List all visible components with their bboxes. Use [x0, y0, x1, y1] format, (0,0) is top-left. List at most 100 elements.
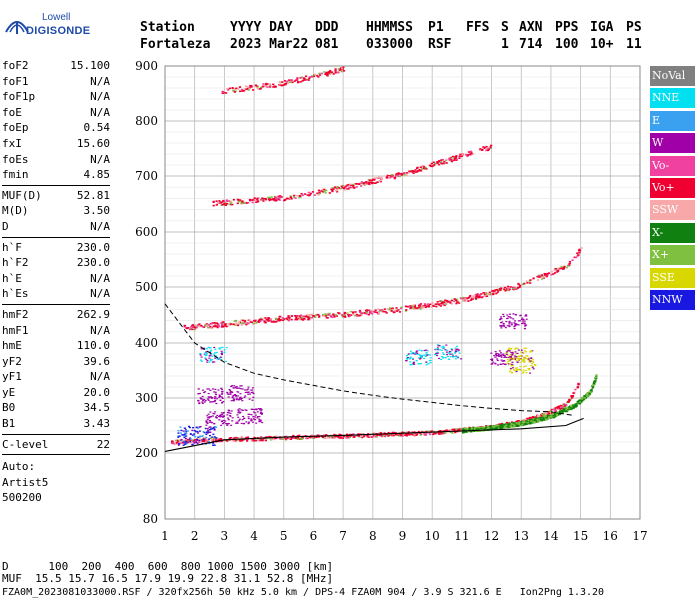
echo-point: [507, 426, 510, 428]
echo-point: [209, 347, 212, 349]
echo-point: [298, 195, 301, 197]
echo-point: [339, 437, 342, 439]
param-name: h`F2: [2, 256, 29, 270]
echo-point: [211, 355, 214, 357]
echo-point: [200, 356, 203, 358]
echo-point: [222, 199, 225, 202]
echo-point: [223, 202, 226, 205]
echo-point: [232, 89, 235, 92]
echo-point: [206, 415, 209, 417]
echo-point: [317, 434, 320, 437]
echo-point: [532, 421, 535, 423]
echo-point: [206, 428, 209, 430]
echo-point: [523, 347, 526, 349]
echo-point: [323, 188, 326, 191]
echo-point: [529, 421, 532, 424]
echo-point: [415, 353, 418, 355]
echo-point: [386, 174, 389, 177]
echo-point: [254, 414, 257, 416]
echo-point: [210, 427, 213, 429]
echo-point: [269, 438, 273, 441]
echo-point: [493, 427, 496, 430]
y-tick-label: 900: [135, 59, 158, 73]
echo-point: [524, 365, 527, 367]
echo-point: [245, 436, 249, 439]
echo-point: [203, 391, 206, 394]
legend-entry: SSW: [650, 200, 695, 221]
x-tick-label: 4: [250, 529, 258, 543]
echo-point: [490, 144, 493, 147]
echo-point: [234, 88, 237, 90]
echo-point: [213, 396, 216, 398]
echo-point: [478, 427, 481, 430]
echo-point: [516, 369, 519, 371]
echo-point: [545, 412, 548, 414]
echo-point: [466, 155, 469, 158]
param-value: 262.9: [76, 307, 110, 321]
echo-point: [427, 304, 430, 307]
echo-point: [525, 355, 528, 357]
echo-point: [525, 314, 528, 316]
echo-point: [415, 167, 419, 170]
echo-point: [454, 431, 457, 434]
param-value: 230.0: [76, 256, 110, 270]
echo-point: [259, 317, 262, 320]
echo-point: [479, 294, 482, 296]
echo-point: [542, 413, 545, 416]
echo-point: [285, 317, 288, 319]
param-name: B1: [2, 417, 16, 431]
echo-point: [199, 398, 202, 400]
echo-point: [314, 434, 317, 437]
echo-point: [236, 387, 239, 389]
echo-point: [502, 353, 505, 355]
echo-point: [231, 87, 234, 89]
echo-point: [495, 426, 498, 429]
x-tick-label: 11: [454, 529, 469, 543]
echo-point: [407, 353, 410, 356]
echo-point: [455, 158, 458, 161]
echo-point: [202, 399, 205, 402]
echo-point: [500, 424, 503, 426]
echo-point: [561, 410, 564, 412]
echo-point: [248, 398, 251, 400]
echo-point: [223, 200, 226, 203]
echo-point: [517, 355, 520, 357]
echo-point: [320, 190, 323, 192]
echo-point: [455, 345, 458, 347]
echo-point: [454, 349, 457, 351]
echo-point: [258, 418, 261, 420]
echo-point: [512, 288, 516, 291]
echo-point: [417, 357, 420, 359]
echo-point: [510, 424, 513, 427]
echo-point: [201, 402, 204, 404]
echo-point: [199, 436, 202, 438]
echo-point: [328, 73, 332, 76]
echo-point: [204, 438, 207, 440]
param-name: foF2: [2, 59, 29, 72]
echo-point: [500, 363, 503, 365]
echo-point: [447, 358, 450, 360]
echo-point: [177, 432, 180, 434]
param-name: h`Es: [2, 287, 29, 301]
echo-point: [283, 437, 287, 440]
echo-point: [550, 273, 553, 276]
echo-point: [188, 425, 191, 428]
echo-point: [197, 399, 200, 402]
echo-point: [526, 282, 529, 284]
echo-point: [418, 168, 421, 171]
auto-scaling-text: Auto:: [2, 460, 36, 474]
echo-point: [468, 426, 471, 429]
echo-point: [183, 436, 186, 439]
echo-point: [221, 390, 224, 392]
echo-point: [367, 436, 371, 438]
echo-point: [435, 305, 438, 308]
echo-point: [183, 440, 186, 442]
echo-point: [220, 415, 223, 418]
echo-point: [279, 196, 282, 199]
echo-point: [485, 295, 489, 297]
echo-point: [449, 301, 452, 304]
echo-point: [215, 402, 218, 405]
echo-point: [589, 389, 593, 392]
echo-point: [392, 431, 396, 434]
echo-point: [215, 325, 218, 327]
